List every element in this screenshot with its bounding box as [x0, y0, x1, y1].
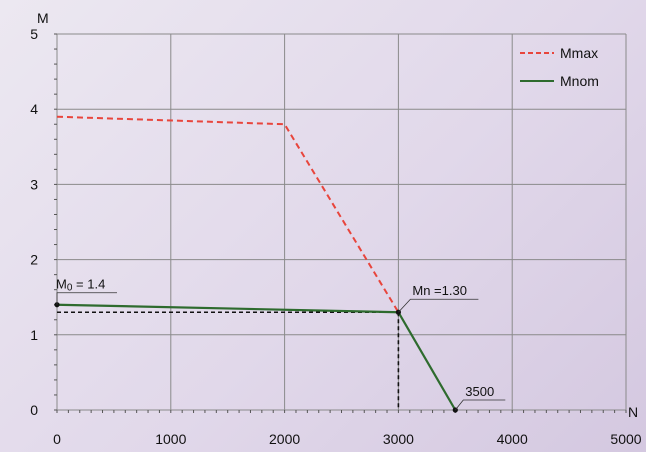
- x-tick-label: 2000: [269, 431, 300, 447]
- y-tick-label: 1: [30, 327, 38, 343]
- legend: Mmax Mnom: [520, 45, 599, 89]
- y-tick-label: 2: [30, 252, 38, 268]
- annotation-label: Mn =1.30: [412, 283, 467, 298]
- grid: [56, 33, 627, 411]
- y-tick-label: 4: [30, 101, 38, 117]
- series-line-mnom: [56, 303, 457, 411]
- annotation-label: M0 = 1.4: [56, 277, 105, 294]
- point-markers: [54, 302, 458, 413]
- legend-label-mnom: Mnom: [560, 73, 599, 89]
- x-tick-label: 5000: [610, 431, 641, 447]
- x-axis-title: N: [628, 404, 638, 420]
- reference-lines: [57, 311, 400, 410]
- x-tick-label: 0: [53, 431, 61, 447]
- y-tick-label: 3: [30, 176, 38, 192]
- annotation-leader: [454, 399, 506, 411]
- legend-label-mmax: Mmax: [560, 45, 598, 61]
- y-tick-label: 5: [30, 26, 38, 42]
- y-axis-title: M: [37, 10, 49, 26]
- annotation-label: 3500: [465, 384, 494, 399]
- annotations: M0 = 1.4 Mn =1.30 3500: [56, 277, 506, 411]
- annotation-leader: [398, 298, 479, 313]
- y-tick-labels: 0 1 2 3 4 5: [30, 26, 38, 418]
- x-tick-label: 4000: [497, 431, 528, 447]
- y-tick-label: 0: [30, 402, 38, 418]
- series-lines: [56, 115, 457, 411]
- x-tick-labels: 0 1000 2000 3000 4000 5000: [53, 431, 642, 447]
- minor-ticks: [54, 33, 627, 413]
- x-tick-label: 1000: [155, 431, 186, 447]
- series-line-mmax: [56, 115, 400, 313]
- x-tick-label: 3000: [383, 431, 414, 447]
- annotation-leader: [56, 292, 117, 305]
